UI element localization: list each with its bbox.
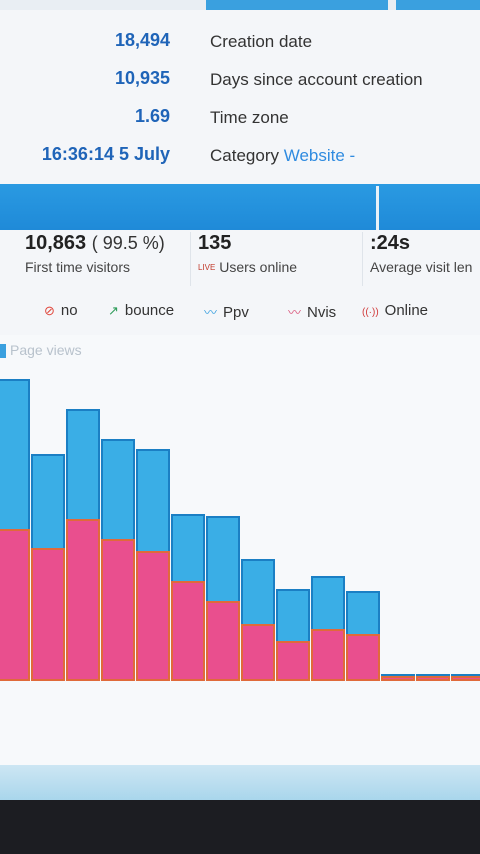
section-header-bar (0, 184, 480, 230)
legend-label: no (60, 302, 78, 319)
top-strip-segment (206, 0, 388, 10)
no-icon: ⊘ (44, 303, 55, 318)
top-strip-segment (396, 0, 480, 10)
header-divider (376, 186, 379, 230)
kpi-label: Average visit len (370, 259, 473, 275)
stat-label: Creation date (210, 32, 313, 51)
legend-label: Nvis (307, 304, 337, 321)
chart-title-text: Page views (10, 342, 82, 358)
legend-item-no[interactable]: ⊘ no (44, 302, 78, 319)
chart-title: Page views (0, 342, 82, 359)
ppv-icon: 〰 (204, 305, 218, 320)
visits-bar[interactable] (31, 548, 65, 681)
visits-bar[interactable] (451, 676, 480, 681)
visits-bar[interactable] (416, 676, 450, 681)
kpi-separator (190, 232, 191, 286)
stat-label: Days since account creation (210, 70, 423, 89)
kpi-separator (362, 232, 363, 286)
legend-label: bounce (124, 302, 175, 319)
stat-value: 10,935 (114, 68, 170, 88)
stat-value: 16:36:14 5 July (41, 144, 170, 164)
legend-item-ppv[interactable]: 〰 Ppv (204, 302, 249, 321)
visits-bar[interactable] (171, 581, 205, 681)
visits-bar[interactable] (311, 629, 345, 681)
live-icon: LIVE (198, 263, 216, 273)
category-link[interactable]: Website - (283, 146, 356, 165)
kpi-value: :24s (370, 232, 411, 254)
screen-bezel (0, 800, 480, 854)
kpi-percent: ( 99.5 %) (91, 233, 165, 253)
stat-row: 1.69 Time zone (0, 98, 480, 132)
top-strip (0, 0, 480, 10)
legend-item-nvis[interactable]: 〰 Nvis (288, 302, 336, 321)
nvis-icon: 〰 (288, 305, 302, 320)
legend-item-online[interactable]: ((·)) Online (362, 302, 428, 319)
kpi-label: Users online (219, 259, 298, 275)
category-label: Category (210, 146, 279, 165)
visits-bar[interactable] (346, 634, 380, 681)
visits-bar[interactable] (241, 624, 275, 681)
visits-bar[interactable] (136, 551, 170, 681)
visits-bar[interactable] (101, 539, 135, 681)
stat-value: 1.69 (134, 106, 170, 126)
legend-label: Online (384, 302, 429, 319)
kpi-first-visitors: 10,863 ( 99.5 %) First time visitors (25, 232, 165, 290)
kpi-avg-visit: :24s Average visit len (370, 232, 472, 290)
stat-label: Category Website - (210, 146, 355, 166)
legend-item-bounce[interactable]: ↗ bounce (108, 302, 174, 319)
stat-row: 16:36:14 5 July Category Website - (0, 136, 480, 170)
chart-legend: ⊘ no ↗ bounce 〰 Ppv 〰 Nvis ((·)) Online (0, 300, 480, 326)
visits-bar[interactable] (381, 676, 415, 681)
page-views-chart (0, 379, 480, 681)
bottom-band (0, 765, 480, 800)
visits-bar[interactable] (276, 641, 310, 681)
chart-title-marker (0, 344, 6, 359)
stat-label: Time zone (210, 108, 289, 127)
kpi-label: First time visitors (25, 259, 130, 275)
legend-label: Ppv (223, 304, 249, 321)
stat-value: 18,494 (114, 30, 170, 50)
stat-row: 10,935 Days since account creation (0, 60, 480, 94)
bounce-icon: ↗ (108, 303, 119, 318)
kpi-value: 10,863 (25, 232, 87, 254)
visits-bar[interactable] (206, 601, 240, 681)
kpi-users-online: 135 LIVE Users online (198, 232, 297, 290)
visits-bar[interactable] (66, 519, 100, 681)
stat-row: 18,494 Creation date (0, 22, 480, 56)
kpi-value: 135 (198, 232, 232, 254)
online-icon: ((·)) (362, 307, 379, 318)
visits-bar[interactable] (0, 529, 30, 681)
